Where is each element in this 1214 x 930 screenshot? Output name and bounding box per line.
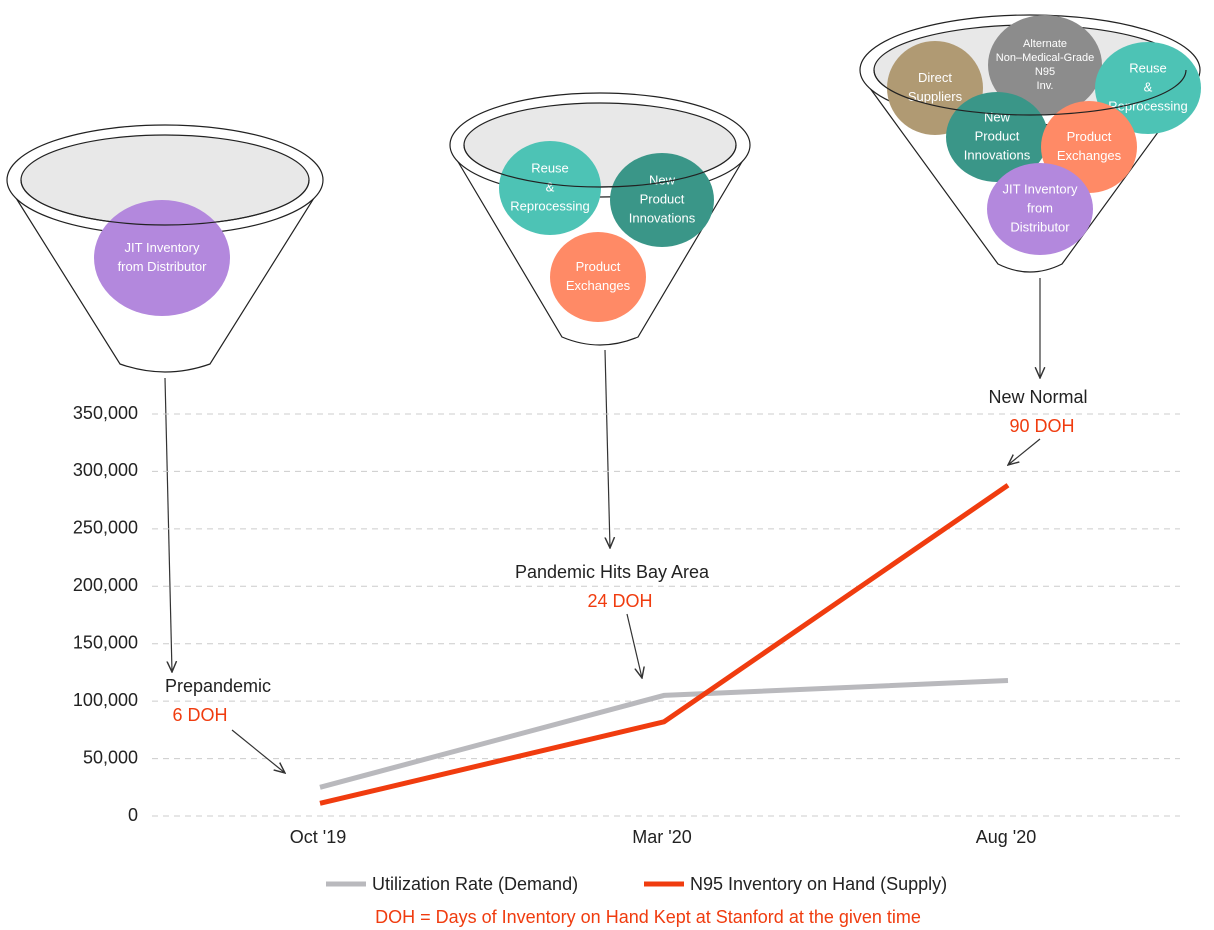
- series-line: [319, 677, 1009, 790]
- source-label: Exchanges: [566, 278, 631, 293]
- source-label: N95: [1035, 66, 1055, 78]
- y-tick-label: 150,000: [73, 632, 138, 652]
- annotation-note: 90 DOH: [1009, 416, 1074, 436]
- annotation-label: Pandemic Hits Bay Area: [515, 562, 710, 582]
- y-tick-label: 0: [128, 805, 138, 825]
- source-label: Direct: [918, 70, 952, 85]
- annotation-note: 24 DOH: [587, 591, 652, 611]
- y-tick-label: 200,000: [73, 575, 138, 595]
- source-circle: Reuse & Reprocessing: [1095, 42, 1201, 134]
- y-tick-label: 350,000: [73, 403, 138, 423]
- source-circle: Product Exchanges: [550, 232, 646, 322]
- annotation-arrow: [231, 729, 285, 773]
- source-bubble: [94, 200, 230, 316]
- source-label: Innovations: [629, 210, 696, 225]
- annotation-label: New Normal: [988, 387, 1087, 407]
- x-tick-label: Oct '19: [290, 827, 346, 847]
- source-label: New: [649, 172, 676, 187]
- source-label: Product: [640, 191, 685, 206]
- source-bubble: [550, 232, 646, 322]
- annotation-arrow: [1008, 438, 1041, 465]
- source-circle: Alternate Non–Medical-Grade N95 Inv.: [988, 15, 1102, 115]
- x-tick-label: Mar '20: [632, 827, 691, 847]
- source-label: Reprocessing: [510, 198, 590, 213]
- funnel-arrow: [605, 349, 610, 548]
- funnel-rim-front: [20, 179, 310, 226]
- source-bubble: [1095, 42, 1201, 134]
- series-line: [319, 483, 1010, 806]
- source-circle: JIT Inventory from Distributor: [94, 200, 230, 316]
- source-label: JIT Inventory: [125, 240, 200, 255]
- y-tick-label: 300,000: [73, 460, 138, 480]
- source-circle: Reuse & Reprocessing: [499, 141, 601, 235]
- source-bubble: [987, 163, 1093, 255]
- source-label: Reuse: [531, 160, 569, 175]
- source-label: Product: [1067, 129, 1112, 144]
- source-label: Alternate: [1023, 38, 1067, 50]
- annotation-label: Prepandemic: [165, 676, 271, 696]
- x-tick-label: Aug '20: [976, 827, 1037, 847]
- source-label: JIT Inventory: [1003, 181, 1078, 196]
- source-label: Product: [975, 128, 1020, 143]
- legend-label: N95 Inventory on Hand (Supply): [690, 874, 947, 894]
- source-label: &: [546, 179, 555, 194]
- source-label: Exchanges: [1057, 148, 1122, 163]
- source-label: Inv.: [1037, 80, 1054, 92]
- source-bubble: [988, 15, 1102, 115]
- annotation-arrow: [626, 613, 642, 678]
- y-tick-label: 250,000: [73, 518, 138, 538]
- source-label: Product: [576, 259, 621, 274]
- y-tick-label: 100,000: [73, 690, 138, 710]
- source-label: Innovations: [964, 147, 1031, 162]
- plot: 0 50,000 100,000 150,000 200,000 250,000 300,0…: [73, 387, 1180, 847]
- source-label: from: [1027, 200, 1053, 215]
- source-circle: New Product Innovations: [610, 153, 714, 247]
- source-label: Reprocessing: [1108, 98, 1188, 113]
- funnel-rim-front: [463, 144, 737, 188]
- footnote: DOH = Days of Inventory on Hand Kept at …: [375, 907, 921, 927]
- y-tick-label: 50,000: [83, 747, 138, 767]
- source-bubble: [499, 141, 601, 235]
- source-label: Reuse: [1129, 60, 1167, 75]
- funnel-rim-front: [873, 69, 1187, 116]
- funnel-arrow: [164, 377, 172, 672]
- source-label: from Distributor: [118, 259, 208, 274]
- legend-label: Utilization Rate (Demand): [372, 874, 578, 894]
- funnels: JIT Inventory from Distributor Reuse & Repro…: [6, 14, 1201, 672]
- source-label: Suppliers: [908, 89, 963, 104]
- source-circle: JIT Inventory from Distributor: [987, 163, 1093, 255]
- source-label: Distributor: [1010, 219, 1070, 234]
- source-label: New: [984, 109, 1011, 124]
- source-label: Non–Medical-Grade: [996, 52, 1094, 64]
- annotation-note: 6 DOH: [172, 705, 227, 725]
- source-label: &: [1144, 79, 1153, 94]
